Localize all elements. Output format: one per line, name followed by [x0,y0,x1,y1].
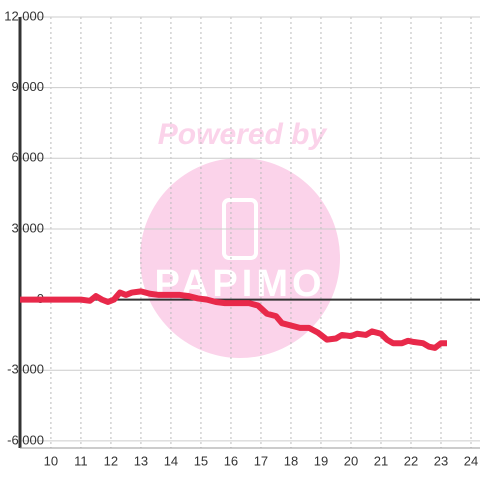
x-tick-label: 11 [74,453,88,468]
y-tick-label: 6,000 [11,150,44,165]
x-tick-label: 15 [194,453,208,468]
y-tick-label: 12,000 [4,8,44,23]
x-tick-label: 23 [434,453,448,468]
x-tick-label: 13 [134,453,148,468]
y-tick-label: -6,000 [7,432,44,447]
y-tick-label: 3,000 [11,220,44,235]
x-tick-label: 18 [284,453,298,468]
x-tick-label: 19 [314,453,328,468]
x-tick-label: 20 [344,453,358,468]
y-tick-label: 9,000 [11,79,44,94]
x-tick-label: 24 [464,453,478,468]
x-tick-label: 16 [224,453,238,468]
x-tick-label: 17 [254,453,268,468]
watermark-text: Powered by [158,118,328,151]
line-series [20,288,447,351]
x-tick-label: 21 [374,453,388,468]
x-tick-label: 10 [44,453,58,468]
x-tick-label: 14 [164,453,178,468]
x-tick-label: 22 [404,453,418,468]
x-tick-label: 12 [104,453,118,468]
y-tick-label: -3,000 [7,362,44,377]
